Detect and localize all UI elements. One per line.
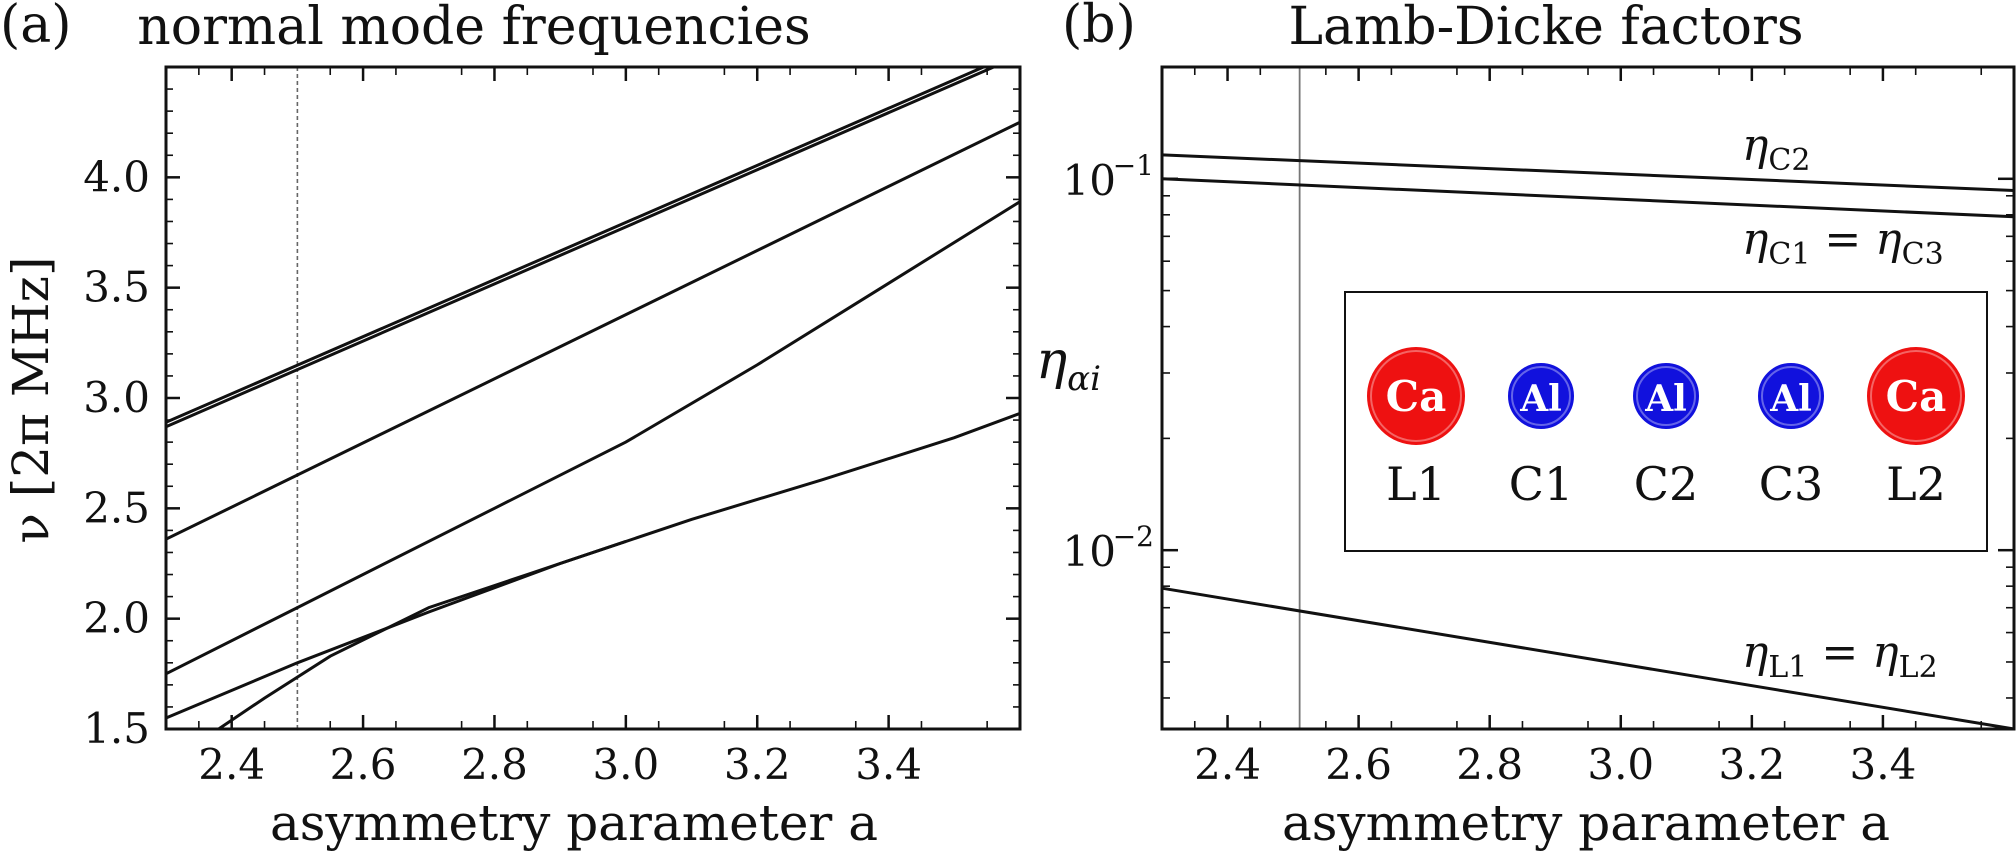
ion-l2 (1867, 347, 1965, 445)
series-a-6 (217, 539, 627, 729)
ion-rim-c2 (1636, 366, 1696, 426)
x-tick-label-b-4: 3.2 (1718, 740, 1785, 789)
ion-symbol-l2: Ca (1886, 372, 1947, 421)
y-tick-exponent-b-0: −1 (1113, 149, 1154, 182)
panel-b-x-axis-title: asymmetry parameter a (1282, 794, 1890, 852)
ion-rim-c3 (1761, 366, 1821, 426)
x-tick-label-a-5: 3.4 (855, 740, 922, 789)
panel-b-title: Lamb-Dicke factors (1288, 0, 1803, 57)
panel-b-lamb-dicke-factors: (b) Lamb-Dicke factors 2.4 2.6 2.8 3.0 3.2 3.… (1036, 0, 2016, 852)
ion-slot-label-l1: L1 (1386, 457, 1446, 511)
panel-b-ticks: 2.4 2.6 2.8 3.0 3.2 3.410−110−2 (1063, 67, 2014, 789)
ion-slot-label-c1: C1 (1509, 457, 1573, 511)
x-tick-label-b-0: 2.4 (1194, 740, 1261, 789)
ion-slot-label-c2: C2 (1634, 457, 1698, 511)
y-tick-label-a-5: 4.0 (83, 152, 150, 201)
x-tick-label-b-3: 3.0 (1587, 740, 1654, 789)
series-b-1 (1161, 153, 2015, 192)
series-a-3 (166, 120, 1020, 541)
y-tick-label-a-2: 2.5 (83, 483, 150, 532)
series-b-3 (1161, 586, 2015, 731)
annotation-eta-c2: ηC2 (1742, 120, 1810, 178)
x-tick-label-a-3: 3.0 (592, 740, 659, 789)
x-tick-label-a-4: 3.2 (724, 740, 791, 789)
series-a-1 (166, 67, 995, 429)
ion-c2 (1633, 363, 1699, 429)
panel-a-minor-ticks (166, 67, 1020, 729)
ion-list: Ca L1 Al C1 Al C2 Al C3 Ca L2 (1367, 347, 1965, 511)
y-tick-label-a-0: 1.5 (83, 704, 150, 753)
panel-a-title: normal mode frequencies (137, 0, 810, 57)
x-tick-label-a-0: 2.4 (198, 740, 265, 789)
panel-a-series (166, 67, 1020, 729)
annotation-eta-l1-l2: ηL1 = ηL2 (1742, 627, 1938, 685)
panel-b-y-axis-title: ηαi (1036, 331, 1101, 399)
x-tick-label-b-5: 3.4 (1850, 740, 1917, 789)
ion-symbol-c2: Al (1644, 378, 1687, 420)
x-tick-label-a-1: 2.6 (330, 740, 397, 789)
x-tick-label-b-1: 2.6 (1325, 740, 1392, 789)
ion-symbol-l1: Ca (1386, 372, 1447, 421)
ion-c1 (1508, 363, 1574, 429)
panel-a-y-axis-title: ν [2π MHz] (2, 256, 60, 543)
y-tick-label-a-1: 2.0 (83, 594, 150, 643)
ion-l1 (1367, 347, 1465, 445)
ion-slot-label-l2: L2 (1886, 457, 1946, 511)
y-tick-label-b-0: 10 (1063, 156, 1116, 205)
ion-rim-l2 (1870, 350, 1962, 442)
panel-a-plot-frame (164, 65, 1022, 731)
y-tick-label-b-1: 10 (1063, 527, 1116, 576)
ion-rim-c1 (1511, 366, 1571, 426)
panel-a-ticks: 2.4 2.6 2.8 3.0 3.2 3.4 1.5 2.0 2.5 3.0 3.5 4.0 (83, 67, 1020, 789)
panel-b-plot-frame (1160, 65, 2016, 731)
ion-slot-label-c3: C3 (1759, 457, 1823, 511)
panel-a-normal-mode-frequencies: (a) normal mode frequencies 2.4 2.6 2.8 3.0… (0, 0, 1022, 852)
x-tick-label-b-2: 2.8 (1456, 740, 1523, 789)
y-tick-label-a-3: 3.0 (83, 373, 150, 422)
series-a-4 (166, 200, 1020, 676)
annotation-eta-c1-c3: ηC1 = ηC3 (1742, 214, 1944, 272)
panel-a-x-axis-title: asymmetry parameter a (270, 794, 878, 852)
panel-b-series (1161, 153, 2015, 731)
y-tick-label-a-4: 3.5 (83, 263, 150, 312)
ion-symbol-c3: Al (1769, 378, 1812, 420)
ion-rim-l1 (1370, 350, 1462, 442)
y-tick-exponent-b-1: −2 (1113, 520, 1154, 553)
series-a-2 (166, 67, 988, 424)
ion-symbol-c1: Al (1519, 378, 1562, 420)
ion-c3 (1758, 363, 1824, 429)
series-b-2 (1161, 177, 2015, 219)
ion-chain-inset: Ca L1 Al C1 Al C2 Al C3 Ca L2 (1344, 291, 1988, 552)
x-tick-label-a-2: 2.8 (461, 740, 528, 789)
series-a-5 (166, 411, 1020, 720)
panel-b-letter: (b) (1062, 0, 1136, 55)
panel-a-letter: (a) (0, 0, 72, 55)
